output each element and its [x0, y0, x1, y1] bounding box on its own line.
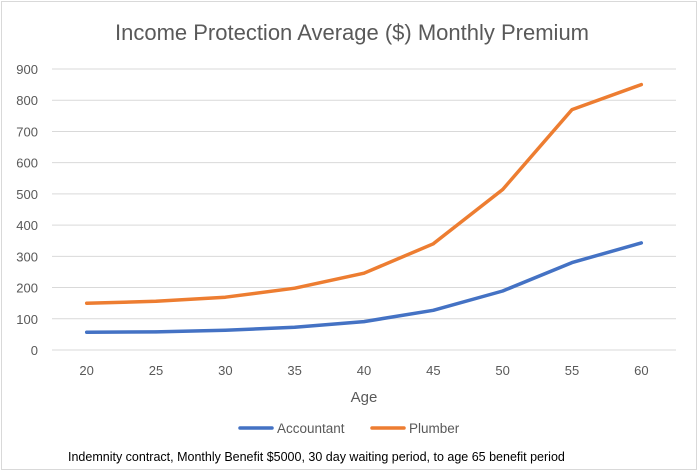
x-tick-label: 55: [565, 363, 579, 378]
data-point-plumber: [154, 299, 158, 303]
chart-title: Income Protection Average ($) Monthly Pr…: [115, 20, 589, 45]
x-tick-label: 60: [634, 363, 648, 378]
series-lines: [84, 82, 644, 334]
data-point-accountant: [85, 330, 89, 334]
x-tick-label: 45: [426, 363, 440, 378]
gridlines: [52, 68, 676, 351]
x-tick-label: 35: [287, 363, 301, 378]
y-tick-label: 400: [16, 218, 38, 233]
data-point-accountant: [431, 308, 435, 312]
y-tick-label: 300: [16, 249, 38, 264]
x-tick-label: 50: [495, 363, 509, 378]
y-tick-label: 600: [16, 156, 38, 171]
data-point-accountant: [154, 330, 158, 334]
legend-label-accountant: Accountant: [277, 421, 345, 436]
y-tick-label: 800: [16, 93, 38, 108]
chart-caption: Indemnity contract, Monthly Benefit $500…: [68, 450, 565, 464]
x-axis-label: Age: [351, 389, 378, 406]
data-point-accountant: [639, 241, 643, 245]
data-point-plumber: [362, 271, 366, 275]
data-point-plumber: [501, 188, 505, 192]
y-tick-label: 700: [16, 124, 38, 139]
y-tick-label: 100: [16, 312, 38, 327]
data-point-accountant: [223, 328, 227, 332]
legend-label-plumber: Plumber: [409, 421, 460, 436]
x-tick-label: 40: [357, 363, 371, 378]
data-point-plumber: [223, 295, 227, 299]
data-point-plumber: [431, 242, 435, 246]
y-axis-ticks: 0 100 200 300 400 500 600 700 800 900: [16, 62, 38, 358]
x-axis-ticks: 20 25 30 35 40 45 50 55 60: [79, 363, 648, 378]
legend: Accountant Plumber: [238, 421, 460, 436]
data-point-accountant: [501, 289, 505, 293]
x-tick-label: 20: [79, 363, 93, 378]
data-point-plumber: [85, 301, 89, 305]
y-tick-label: 200: [16, 281, 38, 296]
data-point-accountant: [362, 320, 366, 324]
y-tick-label: 500: [16, 187, 38, 202]
x-tick-label: 30: [218, 363, 232, 378]
y-tick-label: 900: [16, 62, 38, 77]
data-point-plumber: [293, 286, 297, 290]
data-point-plumber: [570, 108, 574, 112]
y-tick-label: 0: [31, 343, 38, 358]
data-point-accountant: [293, 325, 297, 329]
x-tick-label: 25: [149, 363, 163, 378]
data-point-plumber: [639, 83, 643, 87]
data-point-accountant: [570, 261, 574, 265]
